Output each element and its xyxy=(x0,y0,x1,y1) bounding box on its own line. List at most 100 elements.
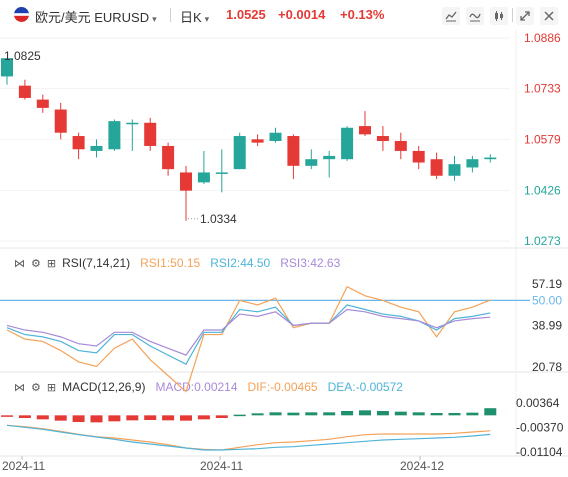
candle-body xyxy=(54,109,67,133)
candle-body xyxy=(323,155,336,160)
candle-body xyxy=(72,136,85,150)
candle-body xyxy=(359,126,371,135)
divider xyxy=(170,8,171,22)
candle-body xyxy=(233,136,246,170)
macd-histogram-bar xyxy=(430,413,443,416)
timeframe-selector[interactable]: 日K ▾ xyxy=(180,7,209,26)
candle-body xyxy=(376,136,389,141)
macd-histogram-bar xyxy=(448,413,461,416)
symbol-label: 欧元/美元 EURUSD xyxy=(35,10,150,25)
macd-histogram-bar xyxy=(108,415,121,422)
price-tick-label: 1.0579 xyxy=(524,133,561,147)
candle-body xyxy=(394,140,407,151)
price-tick-label: 1.0273 xyxy=(524,234,561,248)
macd-histogram-bar xyxy=(251,413,264,416)
rsi-line-rsi1 xyxy=(6,285,491,393)
eu-flag-icon xyxy=(14,7,29,22)
close-button[interactable] xyxy=(540,7,558,25)
macd-histogram-bar xyxy=(215,415,228,418)
price-change-pct: +0.13% xyxy=(340,7,385,22)
macd-histogram-bar xyxy=(412,412,425,416)
macd-histogram-bar xyxy=(197,415,210,420)
x-axis-label: 2024-11 xyxy=(2,459,45,473)
candle-body xyxy=(144,122,157,146)
macd-histogram-bar xyxy=(72,415,85,422)
hide-icon[interactable]: ⋈ xyxy=(14,381,25,394)
candle-body xyxy=(484,157,497,160)
hide-icon[interactable]: ⋈ xyxy=(14,257,25,270)
x-axis-label: 2024-11 xyxy=(200,459,243,473)
macd-line-dea xyxy=(6,424,491,451)
rsi-title: RSI(7,14,21) xyxy=(62,256,131,270)
macd-histogram-bar xyxy=(18,415,31,418)
macd-histogram-bar xyxy=(36,415,49,420)
high-annotation: 1.0825 xyxy=(4,49,41,63)
price-change: +0.0014 xyxy=(278,7,326,22)
rsi-header: ⋈ ⚙ ⊞ RSI(7,14,21) RSI1:50.15 RSI2:44.50… xyxy=(14,254,340,272)
drawing-tool-button[interactable] xyxy=(442,7,460,25)
macd-histogram-bar xyxy=(341,411,354,416)
candle-body xyxy=(341,127,354,160)
candle-body xyxy=(269,132,282,141)
price-tick-label: 1.0886 xyxy=(524,31,561,45)
macd-histogram-bar xyxy=(269,412,282,416)
macd-histogram-bar xyxy=(180,415,192,421)
symbol-selector[interactable]: 欧元/美元 EURUSD ▾ xyxy=(35,7,157,26)
candle-body xyxy=(162,145,175,170)
candle-body xyxy=(108,121,121,150)
chart-line-icon xyxy=(445,11,457,22)
macd-histogram-bar xyxy=(376,411,389,416)
settings-button[interactable] xyxy=(490,7,508,25)
macd-histogram-bar xyxy=(359,410,371,416)
candle-body xyxy=(90,145,103,151)
macd-histogram-bar xyxy=(162,415,175,421)
candle-body xyxy=(287,136,300,166)
macd-histogram-bar xyxy=(126,415,139,421)
rsi1-legend: RSI1:50.15 xyxy=(140,256,201,270)
rsi2-legend: RSI2:44.50 xyxy=(210,256,271,270)
price-tick-label: 1.0733 xyxy=(524,82,561,96)
macd-histogram-bar xyxy=(305,412,318,416)
macd-histogram-bar xyxy=(90,415,103,423)
expand-box-icon[interactable]: ⊞ xyxy=(46,257,57,270)
candles-icon xyxy=(495,11,503,21)
candle-body xyxy=(412,150,425,163)
close-icon xyxy=(544,11,554,21)
candle-body xyxy=(251,139,264,143)
gear-icon[interactable]: ⚙ xyxy=(31,381,41,394)
expand-icon xyxy=(520,11,530,21)
macd-histogram-bar xyxy=(233,414,246,417)
divider xyxy=(512,8,513,22)
x-axis-label: 2024-12 xyxy=(400,459,444,473)
expand-box-icon[interactable]: ⊞ xyxy=(46,381,57,394)
macd-histogram-bar xyxy=(144,415,157,420)
macd-tick-label: -0.01104 xyxy=(516,445,563,459)
macd-histogram-bar xyxy=(287,412,300,416)
rsi-tick-label: 38.99 xyxy=(532,318,562,332)
low-annotation: 1.0334 xyxy=(200,212,237,226)
candle-body xyxy=(430,159,443,176)
rsi-tick-label: 20.78 xyxy=(532,360,562,374)
candle-body xyxy=(466,159,479,168)
candle-body xyxy=(305,159,318,166)
toolbar: 欧元/美元 EURUSD ▾ 日K ▾ 1.0525 +0.0014 +0.13% xyxy=(0,0,568,30)
rsi-tick-label: 50.00 xyxy=(532,293,562,307)
macd-histogram-bar xyxy=(394,411,407,416)
fullscreen-button[interactable] xyxy=(516,7,534,25)
gear-icon[interactable]: ⚙ xyxy=(31,257,41,270)
timeframe-label: 日K xyxy=(180,10,202,25)
dea-legend: DEA:-0.00572 xyxy=(327,380,403,394)
rsi-tick-label: 57.19 xyxy=(532,277,562,291)
wave-icon xyxy=(469,13,481,22)
macd-tick-label: 0.00364 xyxy=(516,396,560,410)
indicator-button[interactable] xyxy=(466,7,484,25)
candle-body xyxy=(448,164,461,176)
chevron-down-icon: ▾ xyxy=(152,14,157,24)
candle-body xyxy=(215,172,228,174)
macd-histogram-bar xyxy=(484,408,497,416)
macd-header: ⋈ ⚙ ⊞ MACD(12,26,9) MACD:0.00214 DIF:-0.… xyxy=(14,378,403,396)
candle-body xyxy=(18,85,31,98)
rsi-line-rsi2 xyxy=(6,304,491,366)
macd-line-dif xyxy=(6,424,491,451)
